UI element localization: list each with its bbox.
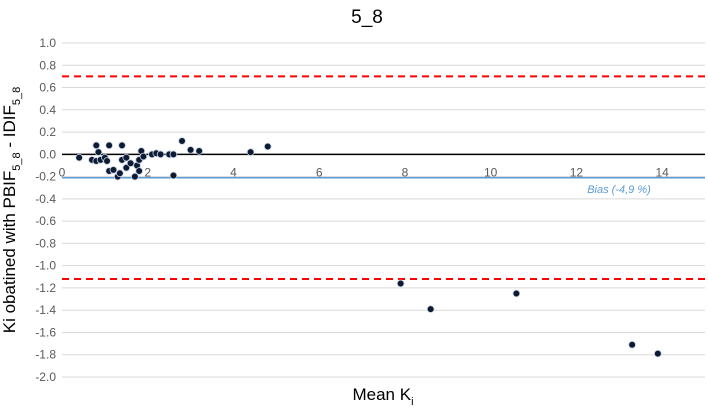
y-tick-label: -1.8	[35, 348, 56, 362]
data-point	[512, 289, 521, 298]
data-point	[75, 153, 83, 162]
y-tick-label: 0.8	[39, 58, 56, 72]
y-tick-label: -1.6	[35, 325, 56, 339]
x-tick-label: 6	[316, 165, 323, 179]
x-tick-label: 4	[230, 165, 237, 179]
data-point	[195, 147, 203, 155]
gridlines	[62, 42, 705, 378]
y-tick-label: -2.0	[35, 370, 56, 384]
y-tick-label: -0.6	[35, 214, 56, 228]
data-point	[628, 340, 636, 349]
data-point	[92, 141, 101, 150]
data-point	[131, 172, 139, 181]
data-point	[178, 137, 186, 145]
y-tick-label: -1.4	[35, 303, 56, 317]
y-axis-title: Ki obatined with PBIF5_8 - IDIF5_8	[0, 87, 23, 333]
x-tick-label: 10	[484, 165, 498, 179]
x-tick-label: 0	[59, 165, 66, 179]
data-point	[109, 166, 118, 174]
y-tick-label: -1.2	[35, 281, 56, 295]
data-point	[94, 148, 103, 156]
y-axis-ticks: 1.0 0.8 0.6 0.4 0.2 0.0 -0.2 -0.4 -0.6 -0.8 -1.0 -1…	[35, 36, 56, 384]
x-axis-title: Mean Ki	[352, 385, 413, 408]
x-tick-label: 2	[144, 165, 151, 179]
y-tick-label: 0.6	[39, 81, 56, 95]
x-tick-label: 12	[570, 165, 584, 179]
y-tick-label: 0.4	[39, 103, 56, 117]
data-point	[169, 150, 178, 159]
y-tick-label: -0.8	[35, 236, 56, 250]
chart-title: 5_8	[351, 7, 383, 28]
data-point	[122, 153, 131, 162]
data-point	[126, 159, 135, 168]
x-tick-label: 14	[655, 165, 669, 179]
data-point	[654, 349, 662, 358]
data-point	[426, 305, 435, 313]
y-tick-label: 0.0	[39, 147, 56, 161]
data-point	[139, 152, 148, 161]
data-point	[186, 146, 195, 154]
data-point	[246, 148, 255, 156]
data-point	[105, 141, 113, 150]
y-tick-label: 1.0	[39, 36, 56, 50]
data-point	[118, 141, 126, 150]
x-axis-ticks: 0 2 4 6 8 10 12 14	[59, 165, 669, 179]
data-point	[169, 171, 178, 180]
data-point	[263, 142, 272, 151]
data-points	[75, 137, 662, 358]
data-point	[135, 167, 143, 175]
y-tick-label: -1.0	[35, 259, 56, 273]
bias-label: Bias (-4,9 %)	[587, 184, 651, 196]
y-tick-label: -0.4	[35, 192, 56, 206]
y-tick-label: 0.2	[39, 125, 56, 139]
data-point	[156, 150, 165, 159]
data-point	[396, 279, 405, 288]
reference-lines	[62, 75, 705, 281]
y-tick-label: -0.2	[35, 170, 56, 184]
data-point	[116, 169, 124, 178]
data-point	[103, 157, 111, 165]
x-tick-label: 8	[402, 165, 409, 179]
